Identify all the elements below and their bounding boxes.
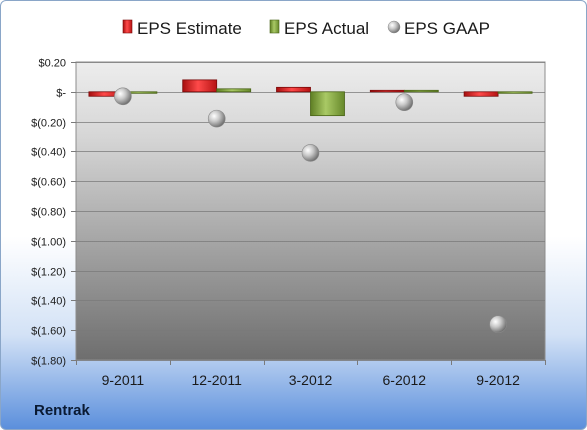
eps-actual-bar: [497, 91, 533, 94]
company-name: Rentrak: [34, 402, 90, 419]
legend-label: EPS Estimate: [137, 19, 242, 38]
y-tick-label: $(0.60): [31, 177, 66, 189]
eps-gaap-point: [395, 93, 414, 112]
x-tick-label: 12-2011: [192, 372, 243, 388]
eps-estimate-bar: [276, 86, 311, 93]
y-tick-label: $(1.40): [31, 296, 66, 308]
y-tick-label: $(1.60): [31, 326, 66, 338]
eps-estimate-bar: [463, 91, 499, 97]
y-tick-label: $0.20: [38, 58, 66, 70]
y-tick-label: $(0.40): [31, 147, 66, 159]
legend-swatch: [269, 19, 280, 34]
eps-actual-bar: [216, 88, 252, 93]
eps-estimate-bar: [182, 79, 218, 93]
x-tick-label: 3-2012: [289, 372, 333, 388]
y-tick-label: $(0.80): [31, 207, 66, 219]
eps-gaap-point: [114, 87, 132, 106]
y-tick-label: $(1.20): [31, 267, 66, 279]
eps-actual-bar: [310, 91, 345, 117]
x-tick-label: 9-2011: [102, 372, 145, 388]
legend: EPS Estimate EPS Actual EPS GAAP: [122, 19, 490, 38]
eps-gaap-point: [207, 109, 226, 128]
legend-swatch: [122, 19, 133, 34]
eps-estimate-bar: [369, 89, 405, 93]
y-tick-label: $(1.80): [31, 356, 66, 368]
eps-gaap-point: [301, 144, 320, 162]
legend-label: EPS GAAP: [404, 19, 490, 38]
x-tick-label: 9-2012: [476, 372, 520, 388]
x-tick-label: 6-2012: [383, 372, 427, 388]
legend-swatch: [387, 20, 401, 34]
y-tick-label: $(1.00): [31, 237, 66, 249]
eps-gaap-point: [489, 315, 507, 334]
y-tick-label: $(0.20): [31, 118, 66, 130]
eps-actual-bar: [403, 89, 439, 93]
y-tick-label: $-: [56, 88, 66, 100]
legend-label: EPS Actual: [284, 19, 369, 38]
